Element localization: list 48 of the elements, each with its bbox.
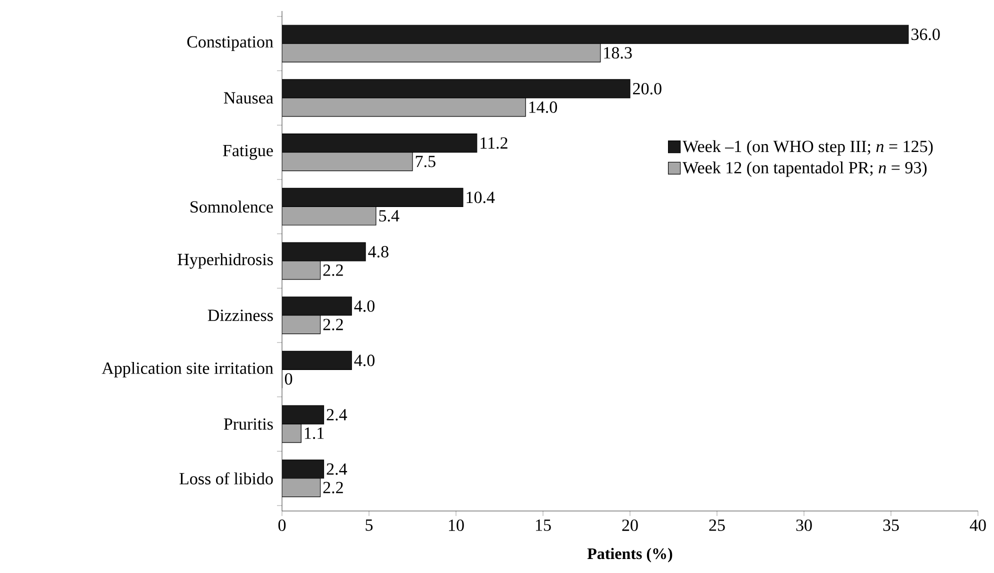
y-tick-label: Hyperhidrosis [178, 253, 273, 269]
legend-label: Week 12 (on tapentadol PR; n = 93) [682, 162, 927, 177]
data-label: 5.4 [379, 210, 400, 222]
data-label: 14.0 [529, 101, 558, 113]
x-tick-label: 0 [278, 520, 286, 532]
x-tick-label: 25 [709, 520, 725, 531]
bar [282, 24, 909, 44]
data-label: 1.1 [304, 428, 324, 440]
data-label: 4.0 [354, 354, 375, 366]
data-label: 7.5 [416, 156, 436, 168]
x-tick-label: 5 [366, 520, 373, 531]
y-tick-label: Nausea [224, 92, 274, 104]
data-label: 36.0 [912, 28, 940, 40]
bar [282, 242, 366, 262]
x-tick-label: 35 [883, 520, 899, 531]
data-label: 20.0 [633, 82, 662, 94]
data-label: 2.2 [323, 482, 343, 494]
x-tick-label: 20 [622, 520, 638, 532]
data-label: 18.3 [604, 47, 632, 59]
bar [282, 134, 478, 153]
y-tick-label: Fatigue [222, 144, 273, 160]
data-label: 0 [284, 373, 292, 385]
legend-label: Week –1 (on WHO step III; n = 125) [682, 140, 933, 156]
data-label: 2.2 [323, 264, 343, 276]
data-label: 4.0 [354, 300, 375, 312]
bar [282, 460, 324, 479]
data-label: 11.2 [480, 137, 508, 149]
y-tick-label: Somnolence [190, 200, 273, 213]
y-tick-label: Constipation [187, 36, 274, 52]
bar [282, 405, 324, 424]
data-label: 2.4 [326, 463, 348, 475]
y-tick-label: Pruritis [224, 418, 273, 430]
data-label: 4.8 [368, 246, 388, 258]
bar [282, 350, 352, 370]
x-axis-title: Patients (%) [587, 548, 672, 562]
data-label: 2.2 [323, 318, 343, 330]
x-tick-label: 40 [970, 520, 986, 532]
bar [282, 79, 630, 98]
y-tick-label: Loss of libido [180, 472, 273, 484]
x-tick-label: 30 [796, 520, 812, 532]
x-tick-label: 15 [536, 520, 551, 531]
y-tick-label: Application site irritation [102, 362, 274, 378]
x-tick-label: 10 [448, 520, 464, 532]
bar [282, 188, 464, 207]
data-label: 10.4 [466, 192, 495, 204]
y-tick-label: Dizziness [208, 310, 273, 322]
data-label: 2.4 [326, 409, 348, 421]
bar [282, 296, 352, 316]
